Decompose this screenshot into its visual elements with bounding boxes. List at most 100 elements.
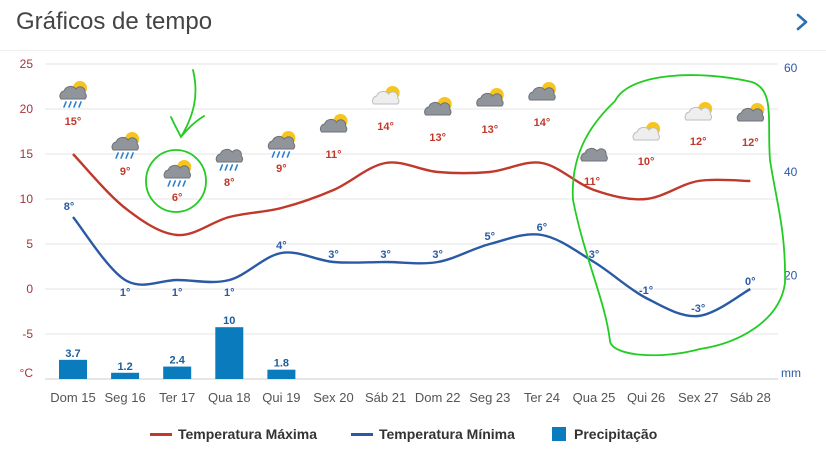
y-left-tick-label: °C xyxy=(20,366,34,380)
cloud-shape xyxy=(111,136,139,151)
precip-bar xyxy=(215,327,244,379)
sun-cloud-light-icon xyxy=(372,86,400,105)
min-temp-label: 1° xyxy=(120,287,131,299)
max-temp-line xyxy=(72,153,751,237)
max-temp-label: 14° xyxy=(534,117,551,129)
y-left-tick-label: -5 xyxy=(22,327,33,341)
sun-cloud-icon xyxy=(528,82,556,101)
precip-data-label: 1.2 xyxy=(117,361,132,373)
cloud-rain-icon xyxy=(215,148,244,171)
y-left-tick-label: 25 xyxy=(20,57,34,71)
raindrop-shape xyxy=(63,101,67,108)
max-temp-label: 12° xyxy=(742,137,759,149)
precip-data-label: 3.7 xyxy=(65,348,80,360)
weather-chart: 25 20 15 10 5 0 -5 °C 60 40 20 mm Dom 15 Seg 16 Ter 17… xyxy=(20,57,801,405)
min-temp-label: 0° xyxy=(745,276,756,288)
min-temp-label: 5° xyxy=(485,231,496,243)
raindrop-shape xyxy=(286,151,291,158)
x-tick-label: Qui 26 xyxy=(627,390,665,405)
max-temp-label: 11° xyxy=(584,176,600,188)
x-tick-label: Sáb 21 xyxy=(365,390,406,405)
precip-data-label: 10 xyxy=(223,315,235,327)
legend-line-min xyxy=(351,432,373,436)
sun-cloud-rain-icon xyxy=(111,132,140,159)
cloud-shape xyxy=(215,148,244,163)
legend-label-min: Temperatura Mínima xyxy=(379,426,515,442)
y-left-tick-label: 15 xyxy=(20,147,34,161)
sun-cloud-light-icon xyxy=(684,102,713,121)
precip-bar xyxy=(163,366,192,379)
cloud-shape xyxy=(267,135,296,150)
y-left-tick-label: 5 xyxy=(26,237,33,251)
cloud-shape xyxy=(59,85,87,100)
sun-cloud-icon xyxy=(736,103,765,122)
raindrop-shape xyxy=(115,152,119,159)
min-temp-label: 3° xyxy=(328,249,339,261)
sun-cloud-icon xyxy=(319,114,348,133)
min-temp-label: 1° xyxy=(172,287,183,299)
x-tick-label: Sex 20 xyxy=(313,390,353,405)
x-tick-label: Qua 18 xyxy=(208,390,251,405)
min-temp-label: 3° xyxy=(432,249,443,261)
x-tick-label: Seg 23 xyxy=(469,390,510,405)
max-temp-label: 15° xyxy=(65,116,82,128)
max-temp-label: 11° xyxy=(325,149,341,161)
min-temp-label: 3° xyxy=(589,249,600,261)
legend-item-precip[interactable]: Precipitação xyxy=(552,426,657,442)
min-temp-line xyxy=(72,216,751,318)
max-temp-label: 9° xyxy=(120,166,131,178)
precip-bar xyxy=(267,369,296,379)
raindrop-shape xyxy=(130,152,134,159)
raindrop-shape xyxy=(271,151,276,158)
cloud-shape xyxy=(372,90,400,105)
max-temp-label: 13° xyxy=(429,132,446,144)
x-tick-label: Ter 24 xyxy=(524,390,560,405)
raindrop-shape xyxy=(167,180,171,187)
y-right-tick-label: 40 xyxy=(784,165,798,179)
legend-label-precip: Precipitação xyxy=(574,426,658,442)
precip-data-label: 1.8 xyxy=(274,358,289,370)
x-tick-label: Sex 27 xyxy=(678,390,718,405)
page-title: Gráficos de tempo xyxy=(16,8,213,35)
cloud-shape xyxy=(528,86,556,101)
y-right-tick-label: 20 xyxy=(784,268,798,282)
x-tick-label: Dom 22 xyxy=(415,390,461,405)
chart-legend: Temperatura Máxima Temperatura Mínima Pr… xyxy=(0,426,826,448)
x-tick-label: Qui 19 xyxy=(262,390,300,405)
raindrop-shape xyxy=(182,180,186,187)
annotation-circle xyxy=(145,149,207,213)
max-temp-label: 12° xyxy=(690,136,707,148)
chevron-right-icon[interactable] xyxy=(792,10,812,34)
cloud-shape xyxy=(580,147,608,162)
precip-bar xyxy=(59,359,87,379)
legend-box-precip xyxy=(552,427,566,441)
sun-cloud-rain-icon xyxy=(267,131,296,158)
raindrop-shape xyxy=(177,180,181,187)
legend-line-max xyxy=(150,432,172,436)
x-tick-label: Dom 15 xyxy=(50,390,96,405)
cloud-shape xyxy=(476,92,504,107)
annotation-loop xyxy=(571,74,786,357)
raindrop-shape xyxy=(125,152,129,159)
raindrop-shape xyxy=(229,164,234,171)
x-tick-label: Qua 25 xyxy=(573,390,616,405)
cloud-shape xyxy=(163,164,191,179)
raindrop-shape xyxy=(78,101,82,108)
legend-label-max: Temperatura Máxima xyxy=(178,426,318,442)
min-temp-label: -3° xyxy=(691,303,705,315)
min-temp-label: 1° xyxy=(224,287,235,299)
raindrop-shape xyxy=(281,151,286,158)
sun-cloud-rain-icon xyxy=(59,81,87,108)
sun-cloud-icon xyxy=(424,97,452,116)
legend-item-min[interactable]: Temperatura Mínima xyxy=(351,426,515,442)
legend-item-max[interactable]: Temperatura Máxima xyxy=(150,426,317,442)
raindrop-shape xyxy=(224,164,229,171)
cloud-shape xyxy=(684,106,712,121)
x-tick-label: Sáb 28 xyxy=(730,390,771,405)
max-temp-label: 10° xyxy=(638,156,655,168)
chart-header: Gráficos de tempo xyxy=(0,0,826,50)
raindrop-shape xyxy=(120,152,124,159)
min-temp-label: 8° xyxy=(64,201,75,213)
y-right-tick-label: 60 xyxy=(784,61,798,75)
y-left-tick-label: 20 xyxy=(20,102,34,116)
